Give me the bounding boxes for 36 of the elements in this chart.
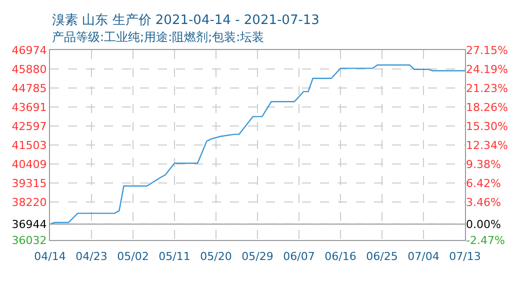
x-tick-label: 05/02 — [117, 250, 149, 264]
y-tick-label: 36032 — [12, 234, 47, 247]
y-tick-label: 44785 — [12, 82, 47, 95]
y2-tick-label: 24.19% — [466, 62, 508, 76]
y2-tick-label: 21.23% — [466, 82, 508, 95]
y2-tick-label: 15.30% — [466, 120, 508, 133]
y2-tick-label: -2.47% — [466, 234, 505, 247]
y-tick-label: 46974 — [12, 44, 47, 57]
x-tick-label: 06/25 — [366, 250, 398, 264]
x-tick-label: 05/29 — [242, 250, 274, 264]
y-tick-label: 42597 — [12, 120, 47, 133]
y-tick-label: 36944 — [12, 218, 47, 232]
y2-tick-label: 27.15% — [466, 44, 508, 57]
y-tick-label: 45880 — [12, 62, 47, 76]
y2-tick-label: 0.00% — [466, 218, 501, 232]
y-tick-label: 40409 — [12, 158, 47, 171]
y-tick-label: 43691 — [12, 100, 47, 114]
x-tick-label: 05/20 — [200, 250, 232, 264]
x-tick-label: 04/23 — [76, 250, 108, 264]
y-tick-label: 39315 — [12, 176, 47, 190]
x-tick-label: 06/07 — [283, 250, 315, 264]
y2-tick-label: 6.42% — [466, 176, 501, 190]
y2-tick-label: 9.38% — [466, 158, 501, 171]
x-tick-label: 07/04 — [408, 250, 440, 264]
chart-subtitle: 产品等级:工业纯;用途:阻燃剂;包装:坛装 — [52, 30, 264, 44]
x-tick-label: 04/14 — [34, 250, 66, 264]
y-tick-label: 38220 — [12, 196, 47, 209]
y2-tick-label: 3.46% — [466, 196, 501, 209]
line-series — [50, 64, 465, 225]
y2-tick-label: 12.34% — [466, 138, 508, 152]
x-tick-label: 05/11 — [158, 250, 190, 264]
y2-tick-label: 18.26% — [466, 100, 508, 114]
x-tick-label: 06/16 — [324, 250, 356, 264]
y-tick-label: 41503 — [12, 138, 47, 152]
x-tick-label: 07/13 — [449, 250, 481, 264]
chart-title: 溴素 山东 生产价 2021-04-14 - 2021-07-13 — [52, 13, 320, 28]
